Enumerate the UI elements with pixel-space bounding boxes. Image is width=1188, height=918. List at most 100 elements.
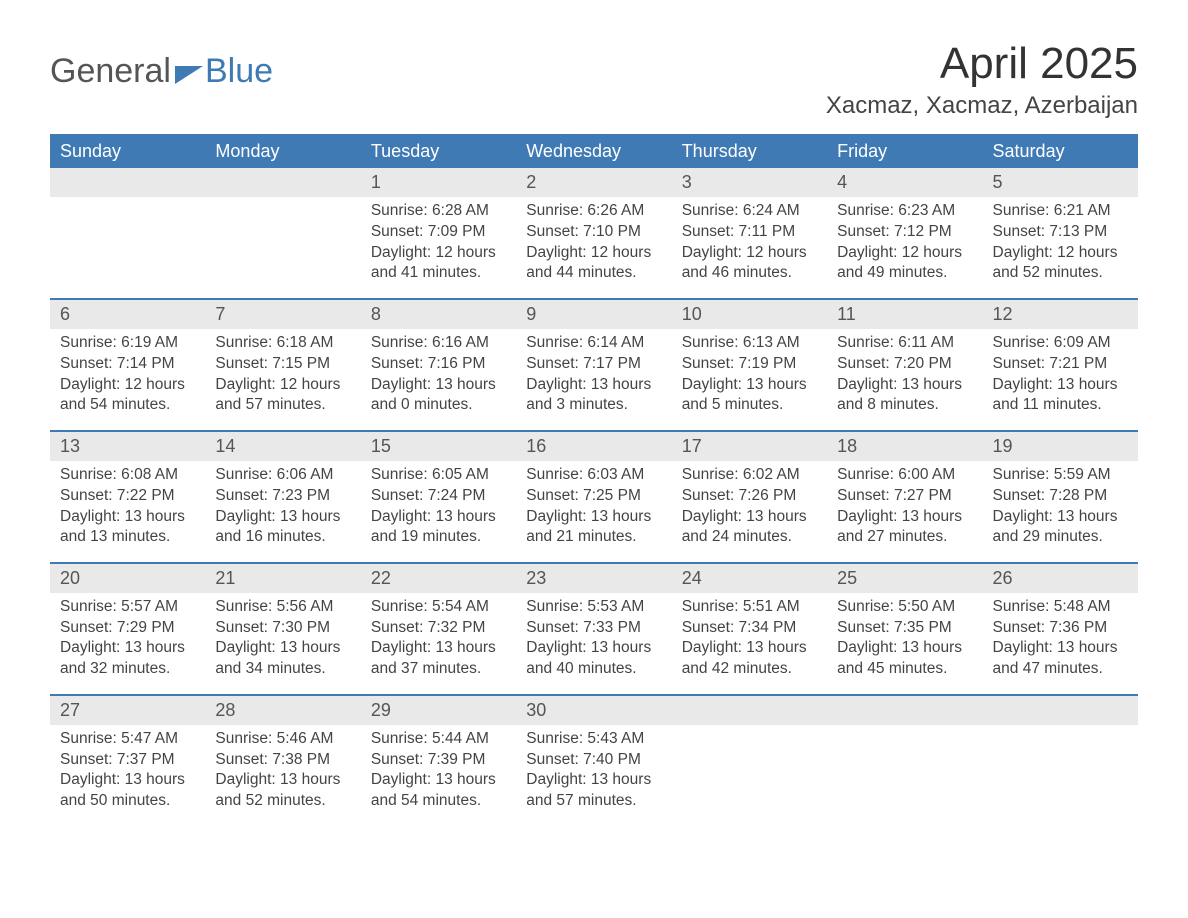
dow-header: Monday <box>205 136 360 168</box>
sunset-line: Sunset: 7:23 PM <box>215 486 352 507</box>
daylight-line-1: Daylight: 13 hours <box>526 507 663 528</box>
daylight-line-1: Daylight: 12 hours <box>837 243 974 264</box>
daylight-line-1: Daylight: 12 hours <box>526 243 663 264</box>
daylight-line-2: and 44 minutes. <box>526 263 663 284</box>
daylight-line-1: Daylight: 12 hours <box>993 243 1130 264</box>
sunrise-line: Sunrise: 5:59 AM <box>993 465 1130 486</box>
day-number: 14 <box>205 432 360 460</box>
daylight-line-1: Daylight: 13 hours <box>371 638 508 659</box>
day-number: . <box>205 168 360 196</box>
daylight-line-1: Daylight: 13 hours <box>60 507 197 528</box>
day-number: 30 <box>516 696 671 724</box>
daylight-line-2: and 52 minutes. <box>215 791 352 812</box>
calendar-day: 28Sunrise: 5:46 AMSunset: 7:38 PMDayligh… <box>205 696 360 826</box>
daylight-line-1: Daylight: 13 hours <box>215 770 352 791</box>
day-body: Sunrise: 5:57 AMSunset: 7:29 PMDaylight:… <box>50 593 205 681</box>
calendar-day: 22Sunrise: 5:54 AMSunset: 7:32 PMDayligh… <box>361 564 516 694</box>
sunrise-line: Sunrise: 5:44 AM <box>371 729 508 750</box>
calendar-day: 20Sunrise: 5:57 AMSunset: 7:29 PMDayligh… <box>50 564 205 694</box>
sunset-line: Sunset: 7:25 PM <box>526 486 663 507</box>
calendar: SundayMondayTuesdayWednesdayThursdayFrid… <box>50 134 1138 826</box>
page-subtitle: Xacmaz, Xacmaz, Azerbaijan <box>826 92 1138 120</box>
daylight-line-2: and 27 minutes. <box>837 527 974 548</box>
calendar-day: 30Sunrise: 5:43 AMSunset: 7:40 PMDayligh… <box>516 696 671 826</box>
sunrise-line: Sunrise: 5:50 AM <box>837 597 974 618</box>
sunset-line: Sunset: 7:29 PM <box>60 618 197 639</box>
daylight-line-2: and 57 minutes. <box>526 791 663 812</box>
calendar-week: ..1Sunrise: 6:28 AMSunset: 7:09 PMDaylig… <box>50 168 1138 298</box>
sunrise-line: Sunrise: 6:06 AM <box>215 465 352 486</box>
sunset-line: Sunset: 7:27 PM <box>837 486 974 507</box>
daylight-line-2: and 41 minutes. <box>371 263 508 284</box>
day-body: Sunrise: 6:02 AMSunset: 7:26 PMDaylight:… <box>672 461 827 549</box>
calendar-page: General Blue April 2025 Xacmaz, Xacmaz, … <box>0 0 1188 866</box>
calendar-day: . <box>983 696 1138 826</box>
daylight-line-1: Daylight: 13 hours <box>526 770 663 791</box>
daylight-line-2: and 34 minutes. <box>215 659 352 680</box>
calendar-day: 3Sunrise: 6:24 AMSunset: 7:11 PMDaylight… <box>672 168 827 298</box>
day-body: Sunrise: 6:14 AMSunset: 7:17 PMDaylight:… <box>516 329 671 417</box>
calendar-week: 13Sunrise: 6:08 AMSunset: 7:22 PMDayligh… <box>50 430 1138 562</box>
sunset-line: Sunset: 7:16 PM <box>371 354 508 375</box>
day-number: 10 <box>672 300 827 328</box>
daylight-line-1: Daylight: 13 hours <box>837 375 974 396</box>
calendar-day: 16Sunrise: 6:03 AMSunset: 7:25 PMDayligh… <box>516 432 671 562</box>
sunrise-line: Sunrise: 5:57 AM <box>60 597 197 618</box>
calendar-week: 20Sunrise: 5:57 AMSunset: 7:29 PMDayligh… <box>50 562 1138 694</box>
day-number: 5 <box>983 168 1138 196</box>
sunset-line: Sunset: 7:26 PM <box>682 486 819 507</box>
calendar-day: 13Sunrise: 6:08 AMSunset: 7:22 PMDayligh… <box>50 432 205 562</box>
logo: General Blue <box>50 52 273 91</box>
day-body: Sunrise: 5:44 AMSunset: 7:39 PMDaylight:… <box>361 725 516 813</box>
daylight-line-1: Daylight: 13 hours <box>60 770 197 791</box>
day-body: Sunrise: 6:26 AMSunset: 7:10 PMDaylight:… <box>516 197 671 285</box>
day-number: 25 <box>827 564 982 592</box>
dow-header: Saturday <box>983 136 1138 168</box>
day-number: 7 <box>205 300 360 328</box>
dow-header: Wednesday <box>516 136 671 168</box>
daylight-line-1: Daylight: 13 hours <box>837 507 974 528</box>
sunset-line: Sunset: 7:20 PM <box>837 354 974 375</box>
sunset-line: Sunset: 7:34 PM <box>682 618 819 639</box>
day-number: 23 <box>516 564 671 592</box>
daylight-line-2: and 49 minutes. <box>837 263 974 284</box>
sunrise-line: Sunrise: 5:51 AM <box>682 597 819 618</box>
day-number: 16 <box>516 432 671 460</box>
daylight-line-1: Daylight: 13 hours <box>837 638 974 659</box>
daylight-line-1: Daylight: 13 hours <box>215 507 352 528</box>
calendar-week: 27Sunrise: 5:47 AMSunset: 7:37 PMDayligh… <box>50 694 1138 826</box>
day-number: 17 <box>672 432 827 460</box>
day-number: . <box>983 696 1138 724</box>
day-number: 22 <box>361 564 516 592</box>
day-number: 13 <box>50 432 205 460</box>
day-body: Sunrise: 6:00 AMSunset: 7:27 PMDaylight:… <box>827 461 982 549</box>
calendar-day: 23Sunrise: 5:53 AMSunset: 7:33 PMDayligh… <box>516 564 671 694</box>
day-body: Sunrise: 6:24 AMSunset: 7:11 PMDaylight:… <box>672 197 827 285</box>
calendar-day: 26Sunrise: 5:48 AMSunset: 7:36 PMDayligh… <box>983 564 1138 694</box>
sunrise-line: Sunrise: 6:24 AM <box>682 201 819 222</box>
day-number: 15 <box>361 432 516 460</box>
dow-header-row: SundayMondayTuesdayWednesdayThursdayFrid… <box>50 136 1138 168</box>
day-number: . <box>672 696 827 724</box>
calendar-day: 17Sunrise: 6:02 AMSunset: 7:26 PMDayligh… <box>672 432 827 562</box>
day-body: Sunrise: 6:21 AMSunset: 7:13 PMDaylight:… <box>983 197 1138 285</box>
sunset-line: Sunset: 7:30 PM <box>215 618 352 639</box>
day-body: Sunrise: 5:47 AMSunset: 7:37 PMDaylight:… <box>50 725 205 813</box>
day-number: 24 <box>672 564 827 592</box>
daylight-line-2: and 52 minutes. <box>993 263 1130 284</box>
sunrise-line: Sunrise: 6:13 AM <box>682 333 819 354</box>
day-number: 2 <box>516 168 671 196</box>
sunrise-line: Sunrise: 5:46 AM <box>215 729 352 750</box>
sunset-line: Sunset: 7:14 PM <box>60 354 197 375</box>
daylight-line-2: and 50 minutes. <box>60 791 197 812</box>
day-number: 12 <box>983 300 1138 328</box>
day-body: Sunrise: 5:46 AMSunset: 7:38 PMDaylight:… <box>205 725 360 813</box>
daylight-line-2: and 3 minutes. <box>526 395 663 416</box>
day-number: 19 <box>983 432 1138 460</box>
calendar-day: 18Sunrise: 6:00 AMSunset: 7:27 PMDayligh… <box>827 432 982 562</box>
daylight-line-2: and 45 minutes. <box>837 659 974 680</box>
daylight-line-2: and 5 minutes. <box>682 395 819 416</box>
calendar-day: 9Sunrise: 6:14 AMSunset: 7:17 PMDaylight… <box>516 300 671 430</box>
daylight-line-2: and 57 minutes. <box>215 395 352 416</box>
day-number: 8 <box>361 300 516 328</box>
